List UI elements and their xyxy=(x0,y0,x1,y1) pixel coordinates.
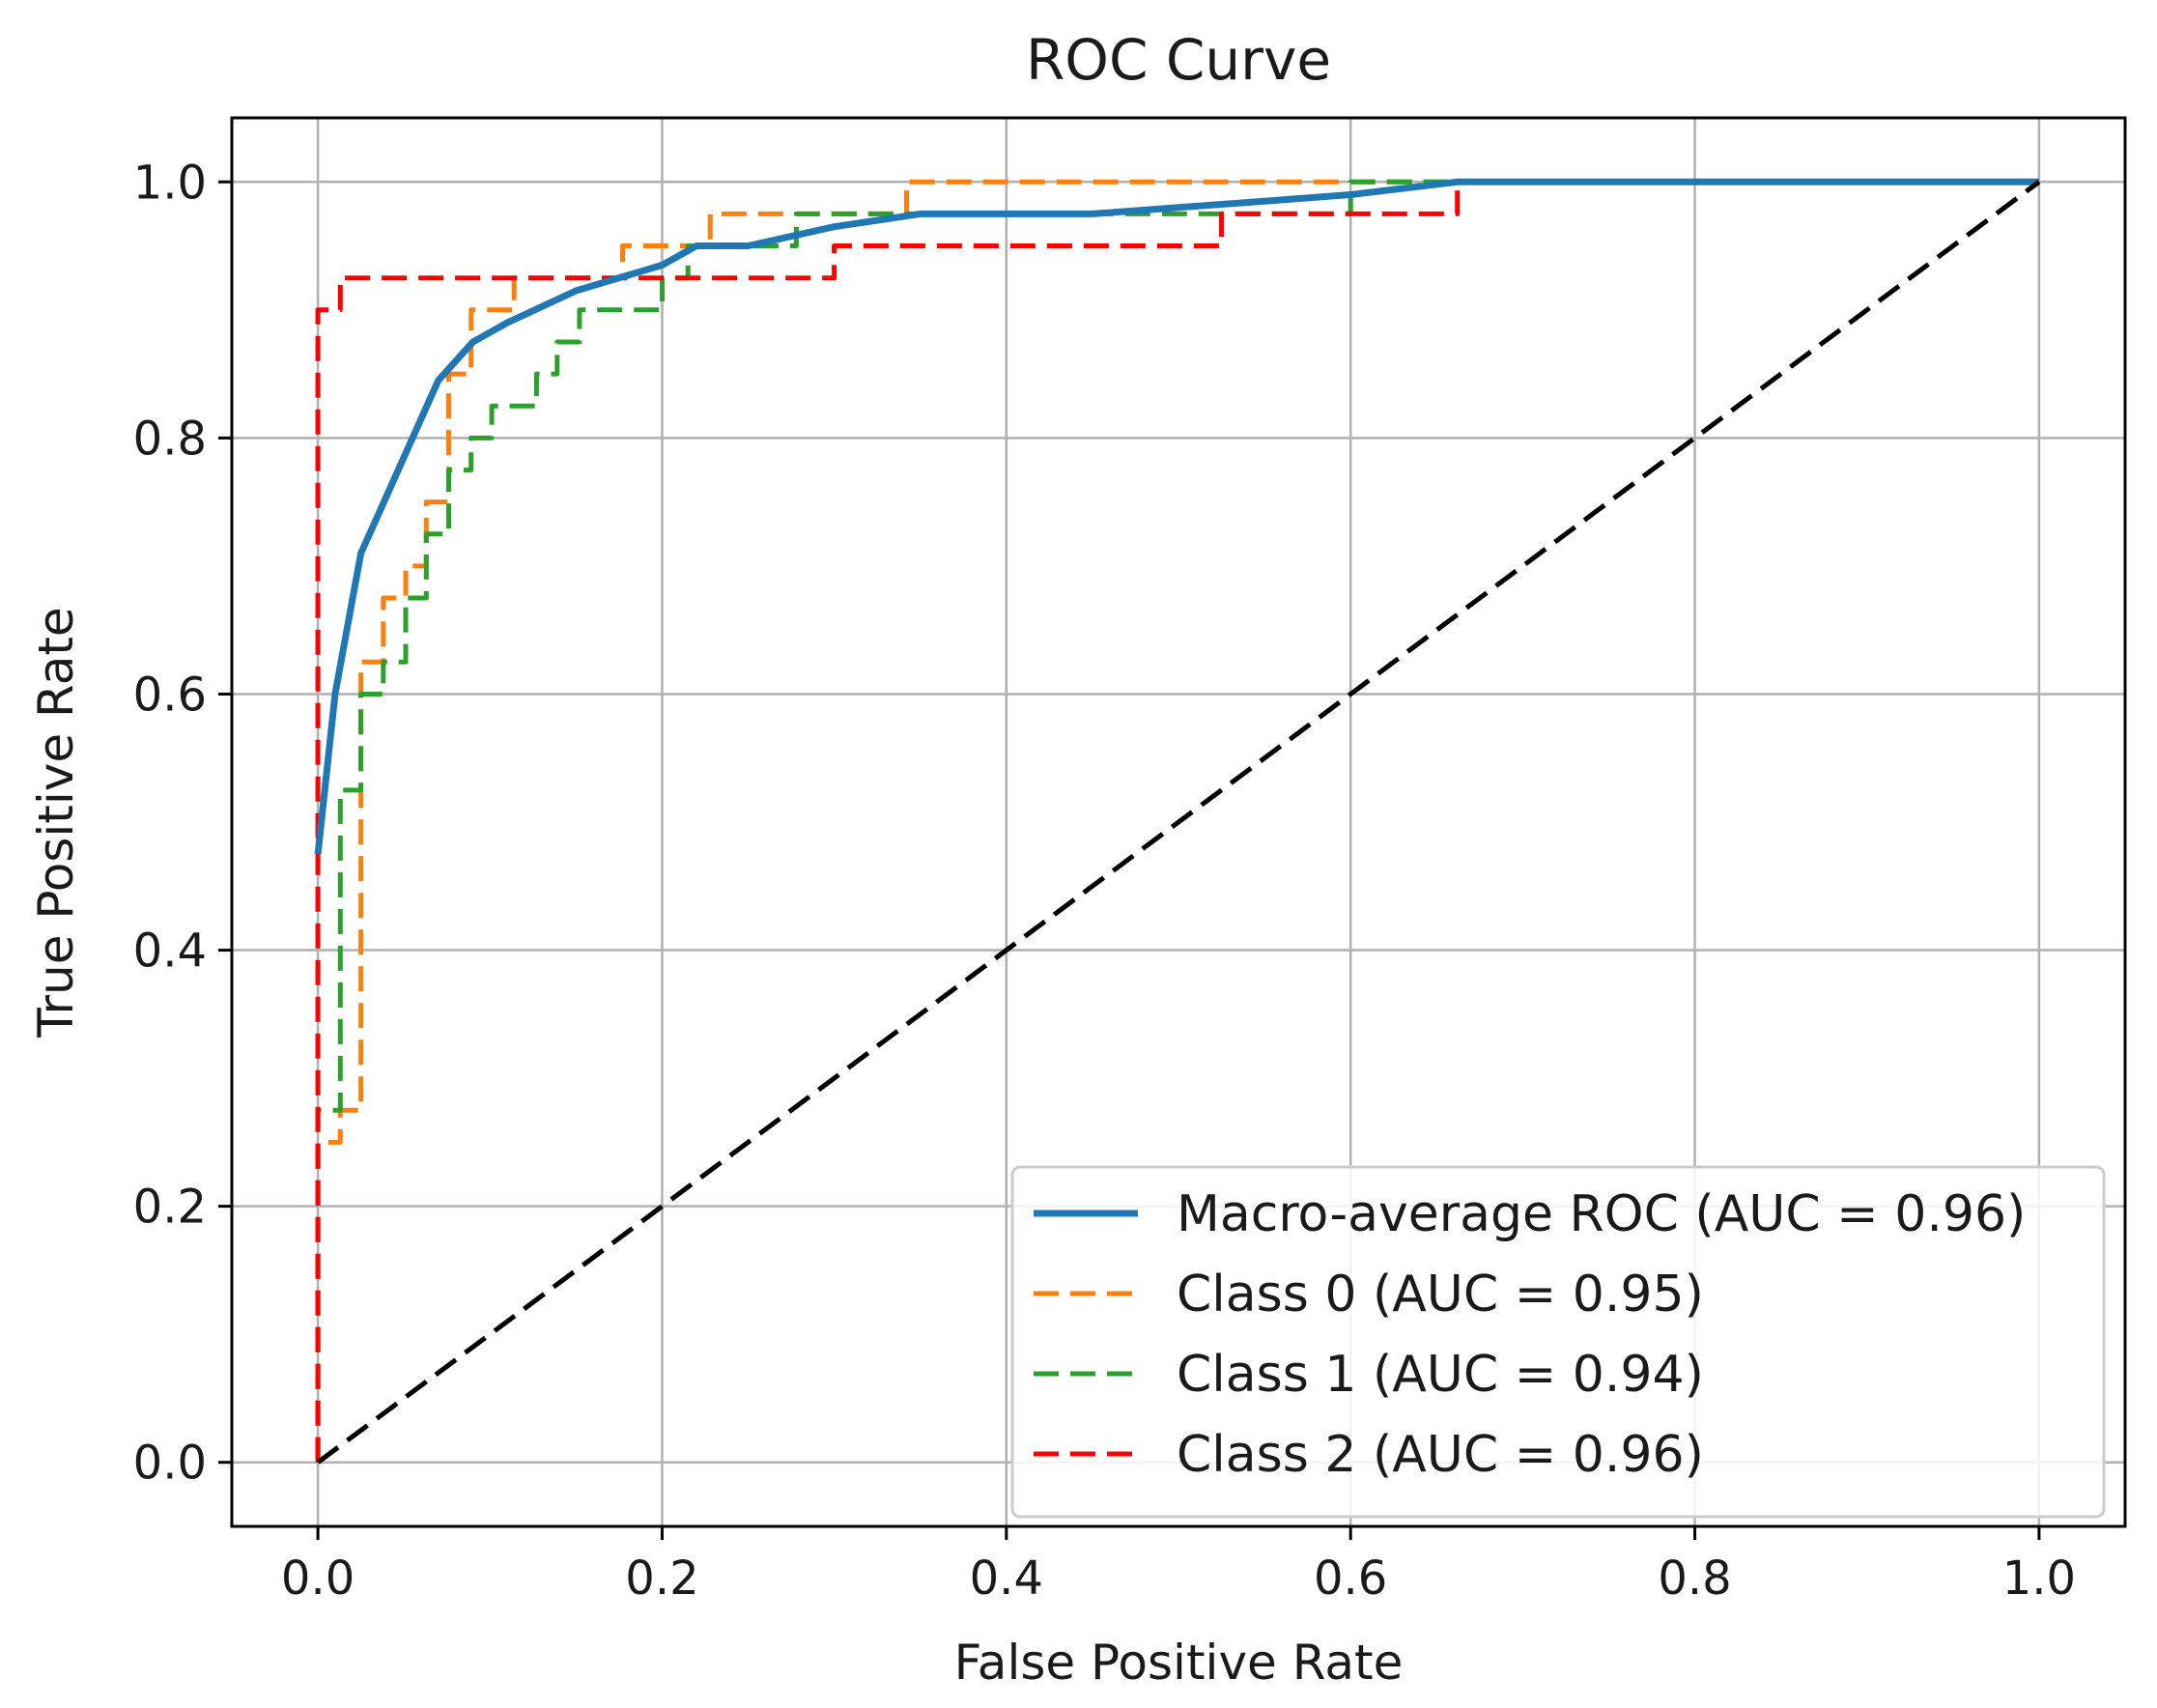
x-tick-label-3: 0.6 xyxy=(1314,1551,1387,1606)
series-line-class-2-auc-0-96 xyxy=(315,179,2039,1463)
legend-label-1: Class 0 (AUC = 0.95) xyxy=(1177,1266,1704,1324)
legend-label-2: Class 1 (AUC = 0.94) xyxy=(1177,1346,1704,1404)
legend-label-0: Macro-average ROC (AUC = 0.96) xyxy=(1177,1185,2026,1243)
x-tick-label-2: 0.4 xyxy=(970,1551,1043,1606)
y-tick-label-2: 0.4 xyxy=(133,925,207,979)
series-line-macro-average-roc-auc-0-96 xyxy=(314,178,2039,855)
y-tick-label-1: 0.2 xyxy=(133,1181,207,1235)
x-tick-label-0: 0.0 xyxy=(281,1551,355,1606)
plot-frame xyxy=(230,116,2127,1528)
x-tick-label-1: 0.2 xyxy=(625,1551,698,1606)
x-tick-label-4: 0.8 xyxy=(1658,1551,1731,1606)
grid xyxy=(232,118,2125,1526)
ticks: 0.0 0.2 0.4 0.6 0.8 1.0 0.0 0.2 0.4 0.6 0.8 1.0 xyxy=(133,156,2076,1606)
chart-title: ROC Curve xyxy=(1026,27,1331,93)
x-axis-label: False Positive Rate xyxy=(954,1635,1404,1691)
legend-label-3: Class 2 (AUC = 0.96) xyxy=(1177,1426,1704,1484)
y-tick-label-0: 0.0 xyxy=(133,1437,207,1491)
y-tick-label-5: 1.0 xyxy=(133,156,207,210)
series-line-chance xyxy=(316,180,2041,1465)
y-tick-label-4: 0.8 xyxy=(133,412,207,466)
legend: Macro-average ROC (AUC = 0.96) Class 0 (A… xyxy=(1010,1165,2106,1519)
series-group xyxy=(314,178,2041,1465)
y-tick-label-3: 0.6 xyxy=(133,668,207,722)
x-tick-label-5: 1.0 xyxy=(2002,1551,2076,1606)
series-layer xyxy=(314,178,2041,1465)
legend-box xyxy=(1010,1165,2106,1519)
series-line-class-1-auc-0-94 xyxy=(315,179,2039,1463)
y-axis-label: True Positive Rate xyxy=(28,607,84,1038)
